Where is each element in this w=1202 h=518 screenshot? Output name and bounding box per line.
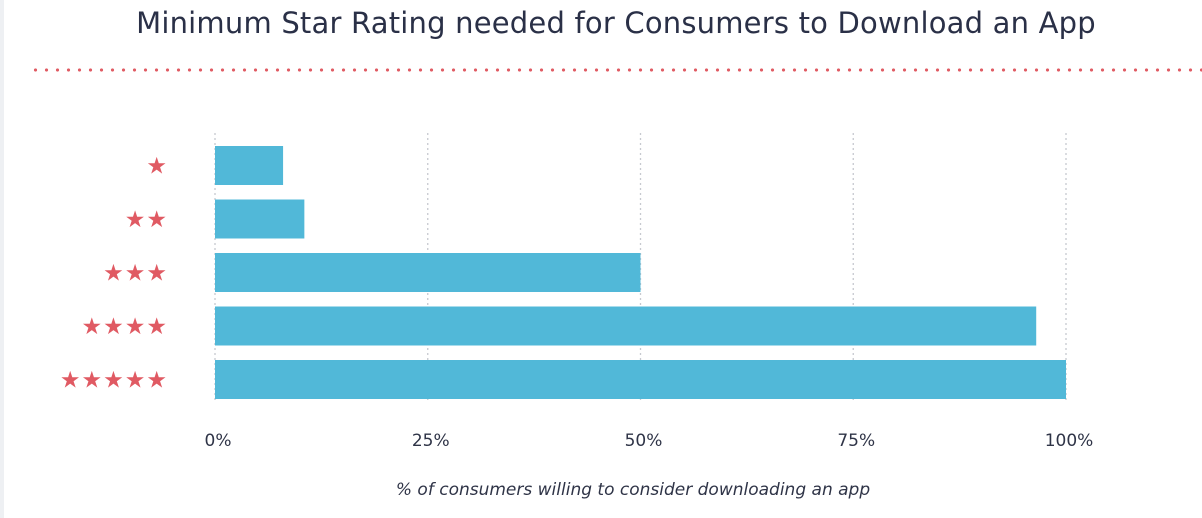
x-tick-label: 0% bbox=[205, 431, 232, 451]
category-label: ★ bbox=[146, 154, 168, 180]
bar bbox=[215, 199, 305, 239]
bars bbox=[215, 146, 1066, 399]
x-tick-label: 50% bbox=[625, 431, 663, 451]
category-label: ★★★ bbox=[103, 261, 168, 287]
x-tick-label: 100% bbox=[1045, 431, 1094, 451]
category-label: ★★ bbox=[125, 207, 168, 233]
bar bbox=[215, 253, 641, 292]
category-labels: ★★★★★★★★★★★★★★★ bbox=[60, 154, 168, 394]
x-tick-label: 25% bbox=[412, 431, 450, 451]
category-label: ★★★★ bbox=[82, 314, 168, 340]
bar bbox=[215, 360, 1066, 399]
x-tick-label: 75% bbox=[837, 431, 875, 451]
bar bbox=[215, 306, 1037, 346]
left-edge-strip bbox=[0, 0, 4, 518]
title-divider bbox=[30, 68, 1202, 72]
x-tick-labels: 0% 25% 50% 75% 100% bbox=[205, 431, 1094, 451]
chart-title: Minimum Star Rating needed for Consumers… bbox=[136, 6, 1096, 40]
bar bbox=[215, 146, 284, 185]
x-axis-title: % of consumers willing to consider downl… bbox=[395, 480, 871, 500]
category-label: ★★★★★ bbox=[60, 368, 168, 394]
